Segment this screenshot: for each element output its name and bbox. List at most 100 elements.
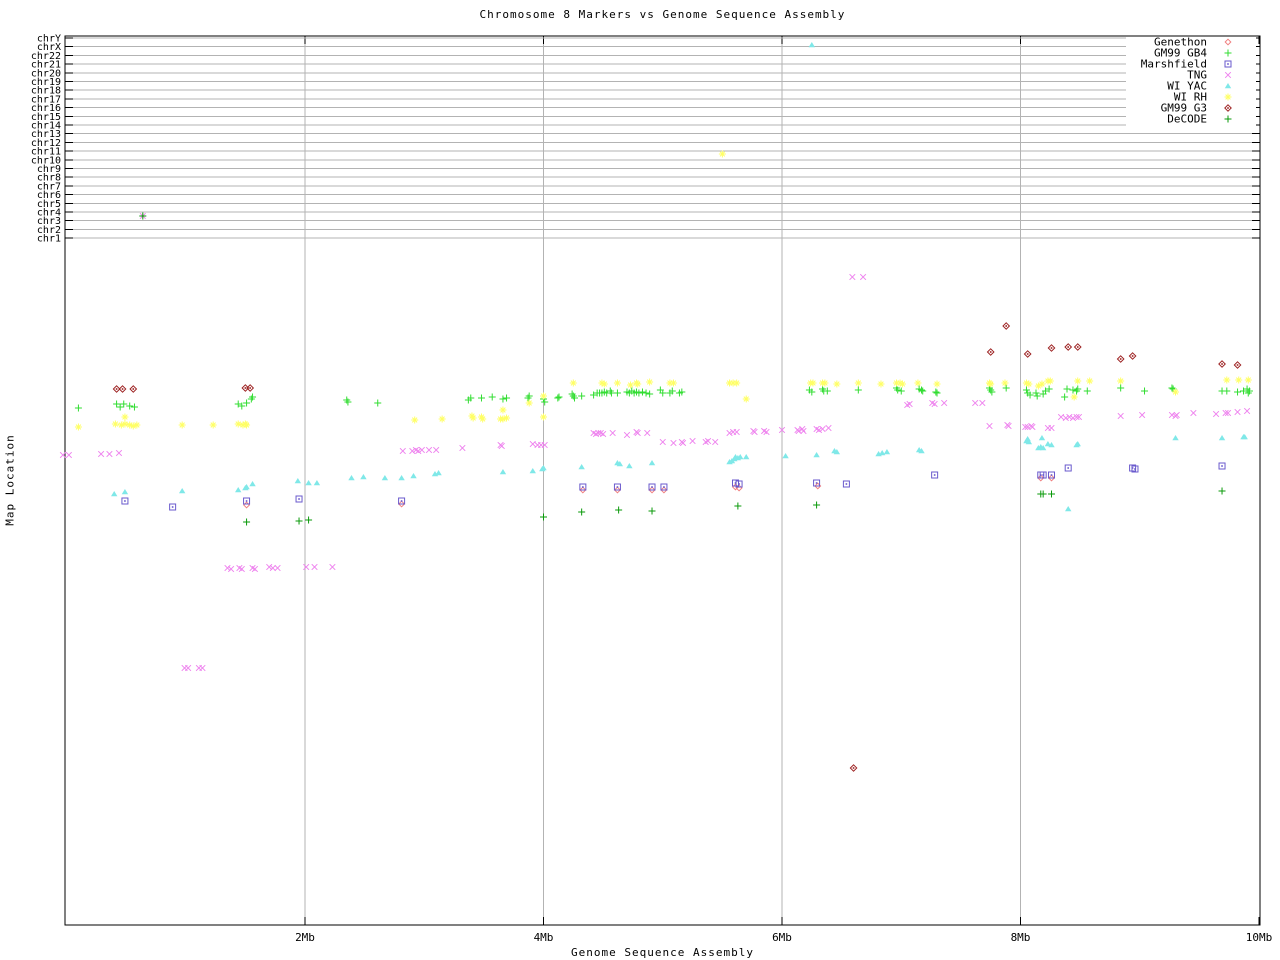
marker-plus <box>578 508 586 516</box>
marker-plus <box>988 388 996 396</box>
marker-plus <box>1168 384 1176 392</box>
marker-plus <box>1033 392 1041 400</box>
marker-cross <box>409 447 416 455</box>
marker-star <box>896 379 904 387</box>
marker-square-dot <box>121 497 129 505</box>
marker-triangle <box>1025 439 1033 445</box>
marker-star <box>209 421 217 429</box>
marker-square-dot <box>1039 471 1047 479</box>
marker-star <box>1001 379 1009 387</box>
marker-diamond-dot <box>1047 344 1056 352</box>
marker-cross <box>184 664 192 672</box>
marker-plus <box>590 391 598 399</box>
series-marshfield <box>121 462 1226 511</box>
marker-cross <box>274 564 281 572</box>
marker-plus <box>1045 385 1053 393</box>
marker-triangle <box>1039 445 1047 451</box>
marker-star <box>1172 388 1180 396</box>
marker-star <box>540 413 547 421</box>
chrom-label: chr12 <box>31 138 61 149</box>
marker-plus <box>238 402 246 410</box>
marker-triangle <box>540 465 547 471</box>
chrom-label: chr2 <box>37 225 61 236</box>
legend-label: Marshfield <box>1141 58 1207 71</box>
marker-triangle <box>743 454 750 460</box>
marker-star <box>411 416 419 424</box>
marker-cross <box>634 429 641 437</box>
marker-square-dot <box>1131 465 1139 473</box>
marker-cross <box>1224 409 1232 417</box>
marker-plus <box>638 388 646 396</box>
marker-plus <box>1074 385 1082 393</box>
chrom-label: chr11 <box>31 147 61 158</box>
x-tick-label: 2Mb <box>295 931 315 944</box>
marker-diamond-open <box>1037 474 1045 482</box>
marker-star <box>469 414 477 422</box>
marker-star <box>126 421 134 429</box>
marker-triangle <box>243 484 250 490</box>
chrom-label: chr17 <box>31 94 61 105</box>
marker-plus <box>555 393 563 401</box>
marker-star <box>718 150 726 158</box>
marker-square-dot <box>731 479 739 487</box>
marker-star <box>987 380 995 388</box>
marker-triangle <box>398 475 405 481</box>
marker-square-dot <box>295 495 303 503</box>
marker-cross <box>269 564 276 572</box>
marker-star <box>1038 380 1046 388</box>
series-gm99-g3 <box>112 322 1242 772</box>
marker-cross <box>815 426 823 434</box>
marker-cross <box>763 428 770 436</box>
marker-star <box>1224 93 1232 101</box>
legend-label: GM99 G3 <box>1161 102 1207 115</box>
marker-plus <box>1141 387 1149 395</box>
chrom-label: chrX <box>37 42 61 53</box>
marker-diamond-dot <box>118 385 127 393</box>
marker-cross <box>1024 423 1031 431</box>
marker-star <box>239 421 247 429</box>
marker-star <box>598 379 606 387</box>
marker-triangle <box>313 480 321 486</box>
marker-star <box>438 415 446 423</box>
marker-plus <box>648 507 656 515</box>
marker-plus <box>932 388 940 396</box>
marker-cross <box>1062 414 1069 422</box>
marker-triangle <box>808 42 816 48</box>
marker-plus <box>1022 386 1030 394</box>
marker-cross <box>595 429 602 437</box>
marker-cross <box>778 426 786 434</box>
marker-cross <box>1073 413 1080 421</box>
marker-star <box>129 422 137 430</box>
marker-cross <box>1117 412 1124 420</box>
marker-cross <box>399 447 406 455</box>
marker-diamond-dot <box>1128 352 1137 360</box>
marker-star <box>1025 380 1033 388</box>
marker-star <box>234 420 242 428</box>
marker-diamond-open <box>660 486 668 494</box>
marker-diamond-open <box>648 486 656 494</box>
marker-triangle <box>578 464 585 470</box>
marker-cross <box>670 439 677 447</box>
marker-cross <box>906 400 913 408</box>
marker-diamond-dot <box>1116 355 1125 363</box>
marker-cross <box>726 429 733 437</box>
marker-star <box>742 395 750 403</box>
marker-plus <box>897 387 905 395</box>
marker-diamond-dot <box>1233 361 1242 369</box>
marker-star <box>669 379 677 387</box>
marker-star <box>499 415 507 423</box>
marker-star <box>1244 376 1252 384</box>
marker-plus <box>1223 387 1231 395</box>
marker-triangle <box>782 453 789 459</box>
marker-square-dot <box>579 483 587 491</box>
marker-cross <box>311 563 318 571</box>
marker-triangle <box>1218 435 1226 441</box>
marker-triangle <box>235 487 242 493</box>
marker-plus <box>74 404 82 412</box>
marker-plus <box>1026 391 1034 399</box>
marker-triangle <box>360 474 367 480</box>
series-gm99-gb4 <box>74 384 1253 412</box>
marker-cross <box>65 451 73 459</box>
marker-cross <box>623 431 631 439</box>
marker-cross <box>1005 422 1012 430</box>
